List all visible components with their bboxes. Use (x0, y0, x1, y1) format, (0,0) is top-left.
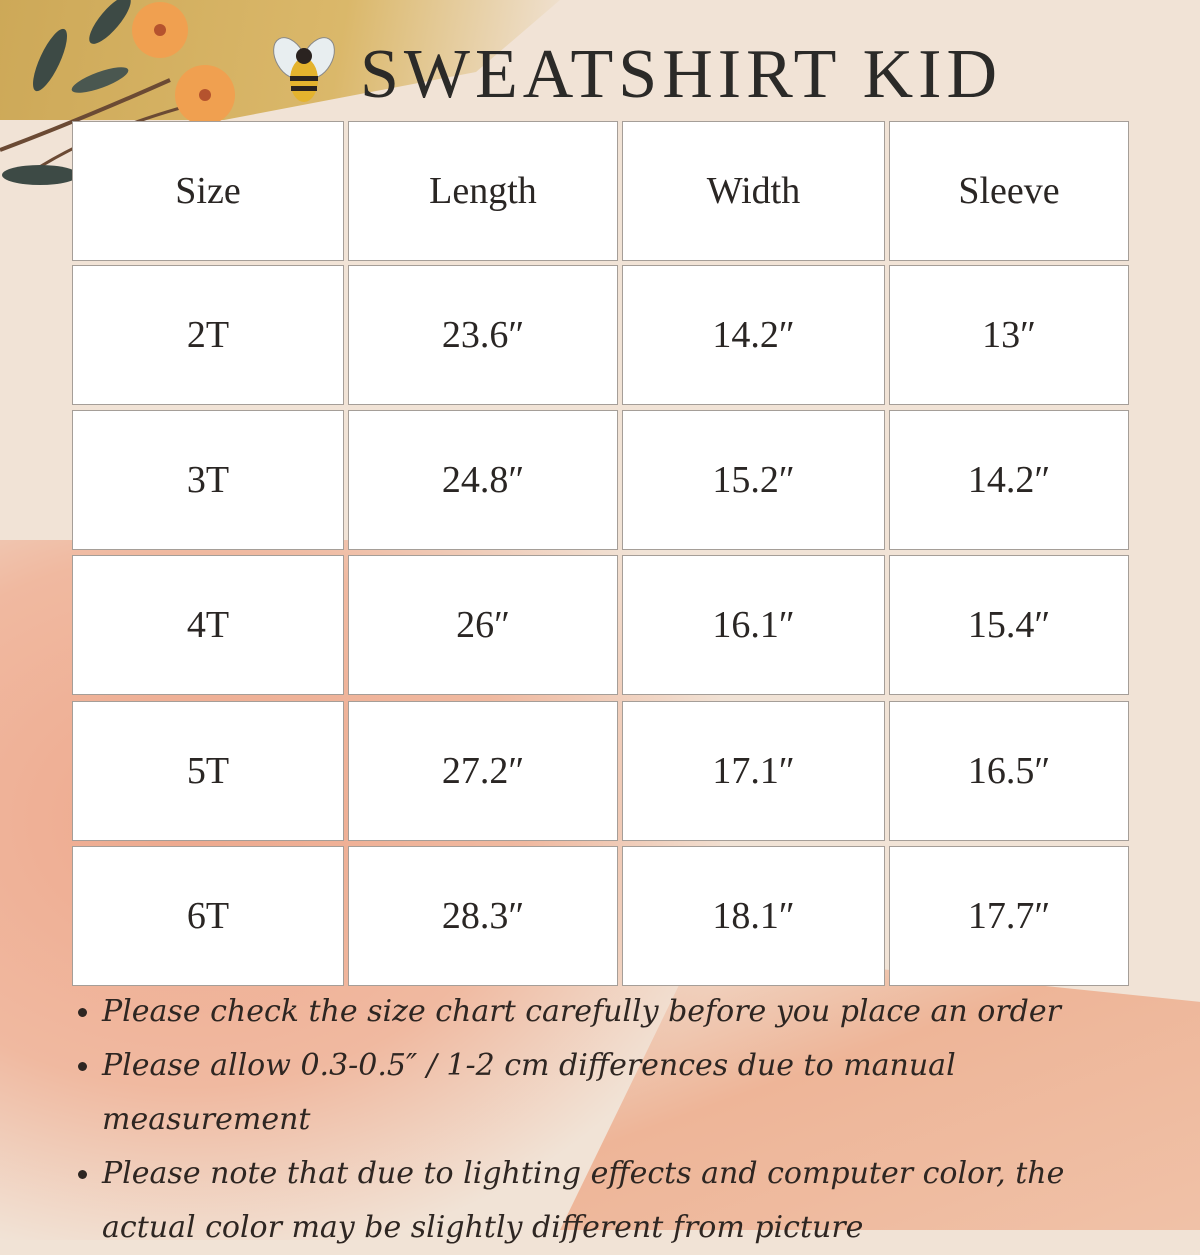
table-cell: 16.1″ (622, 555, 885, 695)
column-header: Length (348, 121, 618, 261)
table-cell: 17.7″ (889, 846, 1129, 986)
table-cell: 23.6″ (348, 265, 618, 405)
note-item: Please allow 0.3-0.5″ / 1-2 cm differenc… (78, 1039, 1158, 1147)
note-item: Please check the size chart carefully be… (78, 985, 1158, 1039)
page-title: SWEATSHIRT KID (360, 36, 1002, 113)
table-cell: 17.1″ (622, 701, 885, 841)
table-cell: 28.3″ (348, 846, 618, 986)
column-header: Width (622, 121, 885, 261)
note-item: Please note that due to lighting effects… (78, 1147, 1158, 1255)
bee-icon (273, 37, 335, 102)
notes-list: Please check the size chart carefully be… (78, 985, 1158, 1255)
flower-branch-icon (0, 0, 235, 185)
table-cell: 14.2″ (889, 410, 1129, 550)
table-cell: 14.2″ (622, 265, 885, 405)
column-header: Sleeve (889, 121, 1129, 261)
table-cell: 15.4″ (889, 555, 1129, 695)
table-cell: 5T (72, 701, 344, 841)
table-cell: 18.1″ (622, 846, 885, 986)
table-cell: 2T (72, 265, 344, 405)
table-cell: 6T (72, 846, 344, 986)
table-cell: 4T (72, 555, 344, 695)
table-cell: 27.2″ (348, 701, 618, 841)
table-cell: 24.8″ (348, 410, 618, 550)
column-header: Size (72, 121, 344, 261)
table-cell: 26″ (348, 555, 618, 695)
table-cell: 16.5″ (889, 701, 1129, 841)
table-cell: 3T (72, 410, 344, 550)
table-cell: 15.2″ (622, 410, 885, 550)
table-cell: 13″ (889, 265, 1129, 405)
